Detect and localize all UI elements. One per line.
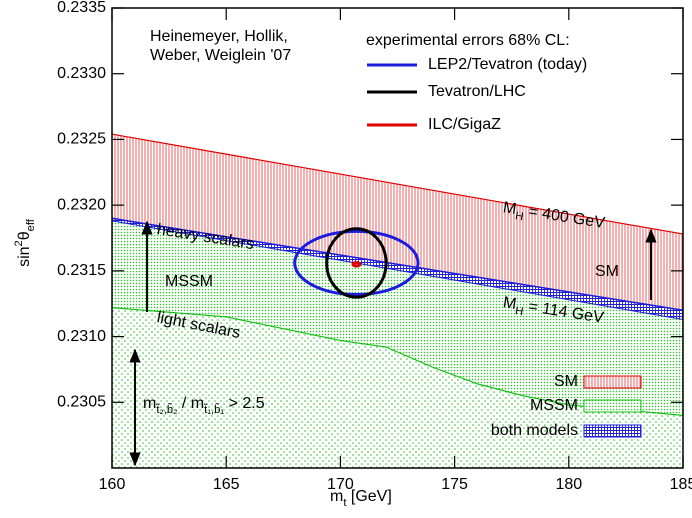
legend-label: SM	[554, 373, 578, 390]
text-part: 2	[13, 240, 25, 246]
legend-swatch	[583, 424, 642, 438]
x-axis-label: mt [GeV]	[330, 488, 392, 509]
y-tick-label: 0.2325	[57, 131, 106, 148]
y-tick-label: 0.2320	[57, 196, 106, 213]
text-part: / m	[177, 395, 204, 412]
text-part: M	[502, 294, 518, 313]
text-part: > 2.5	[224, 395, 265, 412]
light-region	[112, 307, 683, 468]
legend-label: both models	[491, 422, 578, 439]
text-part: SM	[595, 263, 619, 280]
boundary-line	[112, 307, 683, 416]
overlay	[129, 220, 657, 467]
boundary-line	[112, 133, 683, 235]
credit: Weber, Weiglein '07	[150, 47, 291, 64]
legend-title: experimental errors 68% CL:	[366, 32, 570, 49]
y-tick-label: 0.2315	[57, 262, 106, 279]
x-tick-label: 175	[441, 476, 468, 493]
x-tick-label: 165	[213, 476, 240, 493]
legend-label: MSSM	[530, 397, 578, 414]
x-tick-label: 170	[327, 476, 354, 493]
x-tick-label: 185	[670, 476, 692, 493]
x-tick-label: 180	[555, 476, 582, 493]
text-part: H	[514, 305, 524, 318]
annotation: SM	[595, 263, 619, 280]
legend-label: ILC/GigaZ	[428, 116, 501, 133]
y-tick-label: 0.2305	[57, 394, 106, 411]
y-tick-label: 0.2335	[57, 0, 106, 16]
boundary-line	[112, 217, 683, 312]
text-part: H	[514, 210, 524, 223]
y-axis-label: sin2θeff	[13, 218, 37, 267]
text-part: t̃₁,b̃₁	[203, 403, 225, 416]
legend-swatch	[583, 399, 642, 413]
text-part: eff	[25, 218, 37, 231]
text-part: m	[143, 395, 156, 412]
y-tick-label: 0.2310	[57, 328, 106, 345]
legend-swatch	[583, 375, 642, 389]
plot-area: 160 165 170 175 180 185 0.2305 0.2310 0.2315 0.23…	[57, 0, 692, 493]
text-part: sin	[16, 246, 33, 266]
text-part: M	[502, 199, 518, 218]
text-part: t	[343, 497, 347, 509]
text-part: [GeV]	[346, 488, 391, 505]
bands	[112, 133, 683, 468]
y-tick-label: 0.2330	[57, 65, 106, 82]
legend-label: Tevatron/LHC	[428, 83, 526, 100]
error-contour	[351, 261, 362, 268]
annotation: MSSM	[165, 273, 213, 290]
text-part: θ	[16, 231, 33, 240]
legend-label: LEP2/Tevatron (today)	[428, 56, 587, 73]
text-part: MSSM	[165, 273, 213, 290]
x-tick-label: 160	[99, 476, 126, 493]
credit: Heinemeyer, Hollik,	[150, 28, 288, 45]
error-contour	[293, 229, 420, 297]
text-part: t̃₂,b̃₂	[155, 403, 178, 416]
plot-frame	[111, 7, 684, 469]
text-part: m	[330, 488, 343, 505]
error-contour	[325, 227, 388, 299]
annotation: mt̃₂,b̃₂ / mt̃₁,b̃₁ > 2.5	[143, 395, 265, 416]
